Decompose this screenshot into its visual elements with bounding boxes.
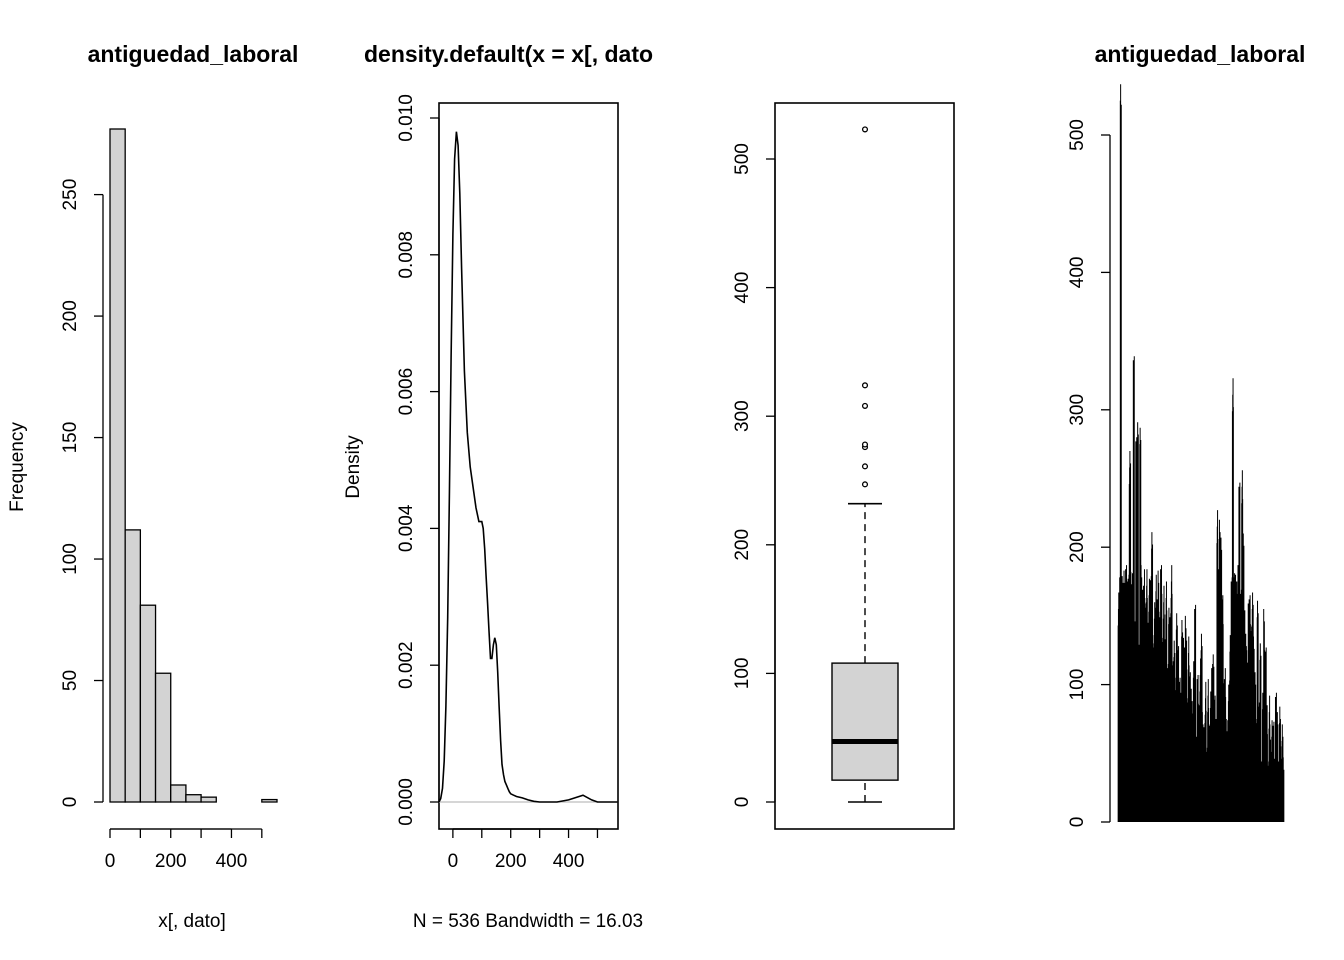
histogram-panel: antiguedad_laboral Frequency x[, dato] 0… bbox=[7, 41, 298, 932]
density-y-tick-label: 0.006 bbox=[396, 368, 417, 416]
boxplot-axes: 0 100 200 300 400 500 bbox=[732, 143, 776, 808]
histogram-x-tick-label: 200 bbox=[155, 851, 187, 872]
density-title: density.default(x = x[, dato bbox=[364, 41, 653, 67]
boxplot-y-tick-label: 200 bbox=[732, 529, 753, 561]
histogram-x-tick-label: 400 bbox=[216, 851, 248, 872]
boxplot-y-tick-label: 400 bbox=[732, 272, 753, 304]
histogram-title: antiguedad_laboral bbox=[88, 41, 299, 67]
histogram-y-tick-label: 0 bbox=[60, 797, 81, 808]
boxplot-y-tick-label: 300 bbox=[732, 400, 753, 432]
boxplot-outlier bbox=[861, 126, 869, 133]
histogram-bar bbox=[185, 794, 202, 803]
density-y-tick-label: 0.008 bbox=[396, 231, 417, 279]
density-panel: density.default(x = x[, dato Density N =… bbox=[343, 41, 653, 932]
boxplot-outlier bbox=[861, 441, 869, 448]
density-y-tick-label: 0.000 bbox=[396, 778, 417, 826]
histogram-bar bbox=[154, 672, 172, 803]
index-y-tick-label: 500 bbox=[1067, 119, 1088, 151]
boxplot-box bbox=[831, 126, 899, 803]
density-x-tick-label: 0 bbox=[448, 851, 459, 872]
density-xlabel: N = 536 Bandwidth = 16.03 bbox=[413, 911, 643, 932]
histogram-ylabel: Frequency bbox=[7, 422, 28, 512]
histogram-xlabel: x[, dato] bbox=[158, 911, 226, 932]
boxplot-iqr-box bbox=[831, 662, 899, 781]
histogram-bar bbox=[124, 529, 142, 803]
histogram-y-tick-label: 250 bbox=[60, 179, 81, 211]
density-frame bbox=[438, 102, 619, 830]
index-panel: antiguedad_laboral 0 100 200 300 400 500 bbox=[1067, 41, 1305, 827]
density-x-tick-label: 400 bbox=[553, 851, 585, 872]
density-axes: 0.000 0.002 0.004 0.006 0.008 0.010 0 200 400 bbox=[396, 94, 599, 872]
boxplot-y-tick-label: 0 bbox=[732, 797, 753, 808]
index-y-tick-label: 300 bbox=[1067, 394, 1088, 426]
index-y-tick-label: 0 bbox=[1067, 817, 1088, 828]
histogram-axes: 0 50 100 150 200 250 0 200 400 bbox=[60, 179, 263, 872]
histogram-x-tick-label: 0 bbox=[105, 851, 116, 872]
histogram-y-tick-label: 100 bbox=[60, 543, 81, 575]
histogram-bar bbox=[109, 128, 126, 803]
boxplot-outlier bbox=[861, 382, 869, 389]
boxplot-outlier bbox=[861, 481, 869, 488]
boxplot-y-tick-label: 500 bbox=[732, 143, 753, 175]
index-y-tick-label: 400 bbox=[1067, 257, 1088, 289]
index-y-tick-label: 200 bbox=[1067, 531, 1088, 563]
histogram-bar bbox=[170, 784, 187, 803]
histogram-bar bbox=[139, 604, 157, 803]
boxplot-outlier bbox=[861, 463, 869, 470]
density-y-tick-label: 0.004 bbox=[396, 504, 417, 552]
density-x-tick-label: 200 bbox=[495, 851, 527, 872]
boxplot-outlier bbox=[861, 402, 869, 409]
histogram-bars bbox=[109, 128, 278, 803]
density-curve bbox=[438, 131, 618, 803]
histogram-y-tick-label: 200 bbox=[60, 300, 81, 332]
index-y-tick-label: 100 bbox=[1067, 669, 1088, 701]
index-title: antiguedad_laboral bbox=[1095, 41, 1306, 67]
density-y-tick-label: 0.002 bbox=[396, 641, 417, 689]
boxplot-panel: 0 100 200 300 400 500 bbox=[732, 102, 955, 830]
histogram-bar bbox=[200, 796, 217, 803]
histogram-y-tick-label: 50 bbox=[60, 670, 81, 691]
density-ylabel: Density bbox=[343, 435, 364, 499]
index-bars bbox=[1117, 84, 1285, 822]
histogram-y-tick-label: 150 bbox=[60, 422, 81, 454]
boxplot-y-tick-label: 100 bbox=[732, 658, 753, 690]
histogram-bar bbox=[261, 798, 278, 803]
density-y-tick-label: 0.010 bbox=[396, 94, 417, 142]
index-axes: 0 100 200 300 400 500 bbox=[1067, 119, 1111, 828]
